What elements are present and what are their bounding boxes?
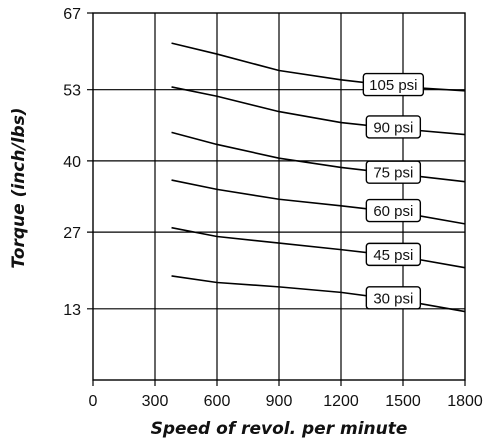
series-label-group: 90 psi xyxy=(365,115,422,139)
series-label: 75 psi xyxy=(373,165,413,182)
x-tick-label: 1500 xyxy=(385,393,421,410)
y-tick-label: 67 xyxy=(63,6,81,23)
series-label: 45 psi xyxy=(373,247,413,264)
x-tick-label: 900 xyxy=(266,393,293,410)
x-tick-label: 1800 xyxy=(447,393,483,410)
y-tick-label: 40 xyxy=(63,154,81,171)
series-label-group: 30 psi xyxy=(365,286,422,310)
series-label-group: 75 psi xyxy=(365,160,422,184)
series-label-box xyxy=(362,72,425,97)
x-tick-label: 600 xyxy=(204,393,231,410)
series-label: 60 psi xyxy=(373,203,413,220)
series-label: 90 psi xyxy=(373,119,413,136)
x-tick-label: 0 xyxy=(89,393,98,410)
series-label: 105 psi xyxy=(369,77,417,94)
series-label-box xyxy=(365,242,422,267)
plot-frame xyxy=(92,12,466,381)
tick-labels: 0 300 600 900 1200 1500 1800 13 27 40 53 67 xyxy=(63,6,483,410)
series-label-box xyxy=(365,160,422,184)
series-label-group: 60 psi xyxy=(365,198,422,223)
x-axis-title: Speed of revol. per minute xyxy=(151,419,408,439)
y-tick-label: 53 xyxy=(63,83,81,100)
series-label-box xyxy=(365,286,422,310)
series-labels: 105 psi 90 psi 75 psi 60 psi 45 psi 30 psi xyxy=(362,72,425,310)
series-label-box xyxy=(365,198,422,223)
x-tick-label: 300 xyxy=(142,393,169,410)
series-label-box xyxy=(365,115,422,139)
y-tick-label: 27 xyxy=(63,225,81,242)
y-tick-label: 13 xyxy=(63,302,81,319)
series-label: 30 psi xyxy=(373,290,413,307)
y-axis-title: Torque (inch/lbs) xyxy=(9,107,29,268)
series-label-group: 105 psi xyxy=(362,72,425,97)
series-label-group: 45 psi xyxy=(365,242,422,267)
x-tick-label: 1200 xyxy=(323,393,359,410)
